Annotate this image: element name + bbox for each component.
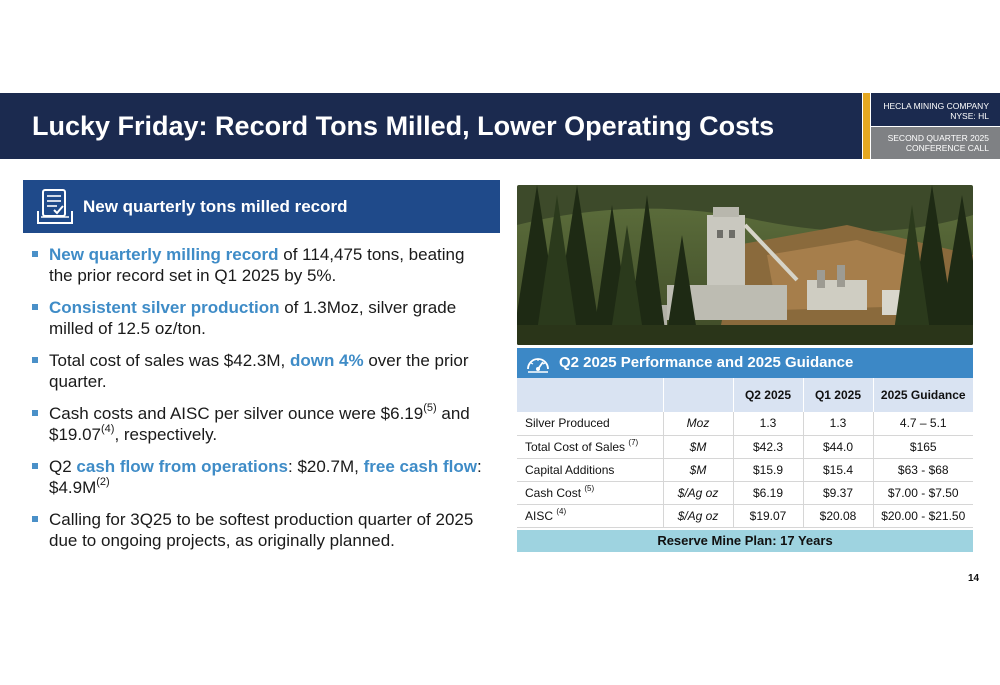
bullet-text: : $4.9M <box>49 457 482 497</box>
call-quarter: SECOND QUARTER 2025 <box>887 133 989 143</box>
bullet-highlight: New quarterly milling record <box>49 245 279 264</box>
q1-cell: $15.4 <box>803 458 874 482</box>
header-cell <box>663 378 734 412</box>
row-label-cell: Capital Additions <box>517 458 664 482</box>
q2-cell: $6.19 <box>733 481 804 505</box>
guidance-cell: $63 - $68 <box>873 458 973 482</box>
bullet-item: Q2 cash flow from operations: $20.7M, fr… <box>31 456 491 498</box>
footnote-ref: (4) <box>101 423 115 436</box>
unit-cell: $/Ag oz <box>663 481 734 505</box>
row-label-cell: AISC (4) <box>517 504 664 528</box>
bullet-item: Total cost of sales was $42.3M, down 4% … <box>31 350 491 392</box>
header-cell: Q1 2025 <box>803 378 874 412</box>
bullet-text: Cash costs and AISC per silver ounce wer… <box>49 404 424 423</box>
row-label: AISC <box>525 508 554 523</box>
gauge-icon <box>527 358 549 373</box>
company-box: HECLA MINING COMPANY NYSE: HL <box>871 93 1000 126</box>
table-row: Silver Produced Moz 1.3 1.3 4.7 – 5.1 <box>517 412 973 436</box>
row-label: Total Cost of Sales <box>525 439 626 454</box>
table-row: AISC (4) $/Ag oz $19.07 $20.08 $20.00 - … <box>517 504 973 528</box>
guidance-cell: 4.7 – 5.1 <box>873 412 973 436</box>
q1-cell: $9.37 <box>803 481 874 505</box>
checklist-icon <box>37 189 73 224</box>
mine-photo <box>517 185 973 345</box>
footnote-ref: (7) <box>628 437 639 447</box>
footnote-ref: (5) <box>423 402 437 415</box>
bullet-text: Calling for 3Q25 to be softest productio… <box>49 510 474 550</box>
q2-cell: $19.07 <box>733 504 804 528</box>
bullet-text: over the prior quarter. <box>49 351 469 391</box>
bullet-item: New quarterly milling record of 114,475 … <box>31 244 491 286</box>
header-cell: 2025 Guidance <box>873 378 973 412</box>
table-row: Capital Additions $M $15.9 $15.4 $63 - $… <box>517 458 973 482</box>
mine-headframe-image <box>517 185 973 345</box>
call-box: SECOND QUARTER 2025 CONFERENCE CALL <box>871 127 1000 159</box>
unit-cell: $M <box>663 458 734 482</box>
bullet-text: of 114,475 tons, beating the prior recor… <box>49 245 465 285</box>
q1-cell: 1.3 <box>803 412 874 436</box>
table-title: Q2 2025 Performance and 2025 Guidance <box>559 354 854 371</box>
bullet-text: and $19.07 <box>49 404 470 444</box>
bullet-item: Consistent silver production of 1.3Moz, … <box>31 297 491 339</box>
unit-cell: Moz <box>663 412 734 436</box>
section-banner: New quarterly tons milled record <box>23 180 500 233</box>
bullet-list: New quarterly milling record of 114,475 … <box>31 244 491 562</box>
row-label: Cash Cost <box>525 485 582 500</box>
guidance-cell: $7.00 - $7.50 <box>873 481 973 505</box>
row-label-cell: Silver Produced <box>517 412 664 436</box>
unit-cell: $M <box>663 435 734 459</box>
guidance-cell: $20.00 - $21.50 <box>873 504 973 528</box>
q1-cell: $44.0 <box>803 435 874 459</box>
bullet-item: Cash costs and AISC per silver ounce wer… <box>31 403 491 445</box>
section-title: New quarterly tons milled record <box>83 197 348 216</box>
footnote-ref: (4) <box>556 506 567 516</box>
bullet-text: Total cost of sales was $42.3M, <box>49 351 290 370</box>
page-title: Lucky Friday: Record Tons Milled, Lower … <box>32 111 775 141</box>
title-bar: Lucky Friday: Record Tons Milled, Lower … <box>0 93 862 159</box>
page-number: 14 <box>968 573 980 584</box>
q1-cell: $20.08 <box>803 504 874 528</box>
bullet-text: , respectively. <box>114 425 218 444</box>
header-cell <box>517 378 664 412</box>
performance-table: Q2 2025 Q1 2025 2025 Guidance Silver Pro… <box>517 378 973 528</box>
bullet-highlight: free cash flow <box>363 457 477 476</box>
table-row: Cash Cost (5) $/Ag oz $6.19 $9.37 $7.00 … <box>517 481 973 505</box>
q2-cell: 1.3 <box>733 412 804 436</box>
call-type: CONFERENCE CALL <box>905 143 989 153</box>
row-label-cell: Cash Cost (5) <box>517 481 664 505</box>
table-banner: Q2 2025 Performance and 2025 Guidance <box>517 348 973 378</box>
bullet-item: Calling for 3Q25 to be softest productio… <box>31 509 491 551</box>
bullet-highlight: Consistent silver production <box>49 298 280 317</box>
table-header-row: Q2 2025 Q1 2025 2025 Guidance <box>517 378 973 412</box>
ticker: NYSE: HL <box>950 111 989 121</box>
company-name: HECLA MINING COMPANY <box>883 101 989 111</box>
footnote-ref: (5) <box>584 483 595 493</box>
reserve-plan-footer: Reserve Mine Plan: 17 Years <box>517 530 973 552</box>
row-label: Silver Produced <box>525 416 610 431</box>
header-cell: Q2 2025 <box>733 378 804 412</box>
footnote-ref: (2) <box>96 476 110 489</box>
accent-divider <box>863 93 870 159</box>
bullet-highlight: down 4% <box>289 351 364 370</box>
bullet-text: of 1.3Moz, silver grade milled of 12.5 o… <box>49 298 457 338</box>
bullet-text: : $20.7M, <box>288 457 364 476</box>
unit-cell: $/Ag oz <box>663 504 734 528</box>
bullet-highlight: cash flow from operations <box>76 457 288 476</box>
row-label-cell: Total Cost of Sales (7) <box>517 435 664 459</box>
q2-cell: $42.3 <box>733 435 804 459</box>
row-label: Capital Additions <box>525 462 615 477</box>
q2-cell: $15.9 <box>733 458 804 482</box>
table-row: Total Cost of Sales (7) $M $42.3 $44.0 $… <box>517 435 973 459</box>
guidance-cell: $165 <box>873 435 973 459</box>
bullet-text: Q2 <box>49 457 77 476</box>
